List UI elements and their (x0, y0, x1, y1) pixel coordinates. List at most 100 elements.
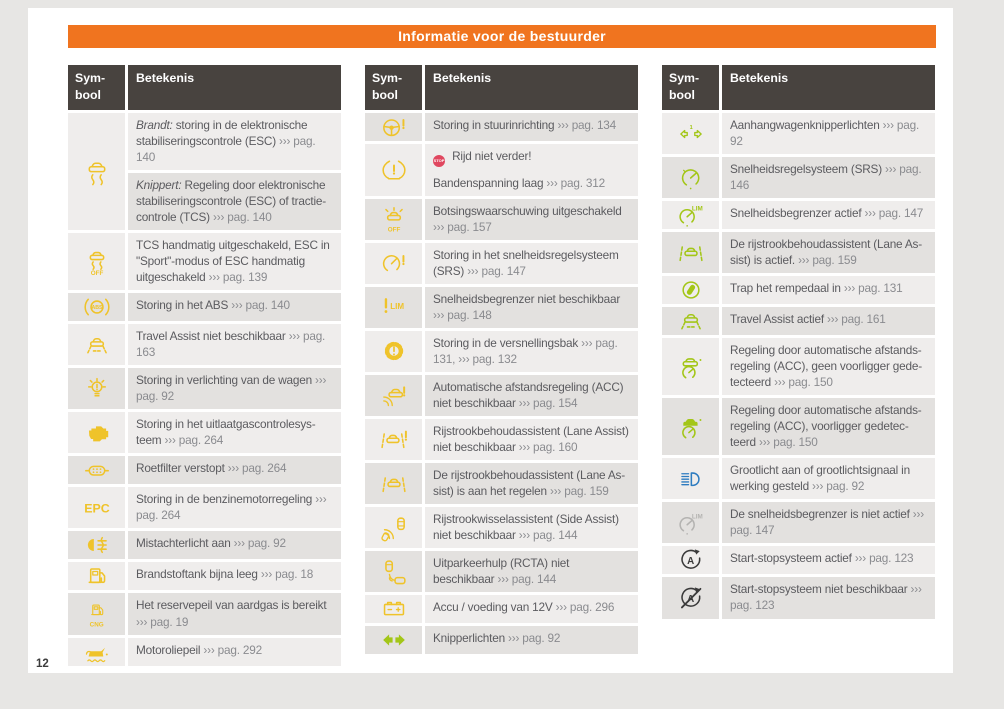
symbol-meaning-cells: Accu / voeding van 12V ››› pag. 296 (425, 595, 638, 624)
symbol-meaning-cells: Brandstoftank bijna leeg ››› pag. 18 (128, 562, 341, 591)
svg-text:LIM: LIM (390, 302, 404, 311)
tpms-icon (365, 143, 422, 196)
symbol-row: EPC Storing in de benzinemotorregeling ››… (68, 487, 341, 529)
travel-assist-icon (662, 307, 719, 336)
symbol-meaning-cells: TCS handmatig uitgeschakeld, ESC in "Spo… (128, 233, 341, 291)
start-stop-icon: A (662, 546, 719, 575)
symbol-row: Brandt: storing in de elektronische stab… (68, 112, 341, 231)
table-rows: 1 Aanhangwagenknipperlichten ››› pag. 92 S… (662, 112, 935, 619)
column-header-meaning: Betekenis (425, 65, 638, 110)
symbol-row: Storing in verlichting van de wagen ››› … (68, 368, 341, 410)
symbol-meaning: De snelheidsbegrenzer is niet actief ›››… (722, 502, 935, 544)
symbol-row: OFF Botsingswaarschuwing uitgeschakeld ››… (365, 198, 638, 240)
acc-warn-icon (365, 374, 422, 416)
symbol-meaning: Rijstrookwisselassistent (Side Assist) n… (425, 507, 638, 549)
symbol-row: Regeling door automatische afstands­rege… (662, 398, 935, 456)
front-assist-off-icon: OFF (365, 198, 422, 240)
symbol-row: Travel Assist actief ››› pag. 161 (662, 307, 935, 336)
page-number: 12 (36, 658, 49, 670)
symbol-meaning-cells: Storing in het snelheidsregelsysteem (SR… (425, 242, 638, 284)
rear-fog-icon (68, 531, 125, 560)
symbol-meaning: Storing in de versnellingsbak ››› pag. 1… (425, 330, 638, 372)
symbol-meaning: Travel Assist actief ››› pag. 161 (722, 307, 935, 336)
oil-icon (68, 637, 125, 666)
symbol-meaning-cells: De rijstrookbehoudassistent (Lane As­sis… (425, 463, 638, 505)
symbol-row: OFF TCS handmatig uitgeschakeld, ESC in "… (68, 233, 341, 291)
symbol-meaning-cells: Brandt: storing in de elektronische stab… (128, 112, 341, 231)
symbol-meaning: STOP Rijd niet verder! Bandenspanning laa… (425, 143, 638, 196)
symbol-meaning: Storing in verlichting van de wagen ››› … (128, 368, 341, 410)
table-header: Sym-bool Betekenis (68, 65, 341, 110)
symbol-meaning: Het reservepeil van aardgas is bereikt ›… (128, 593, 341, 635)
symbol-meaning: Brandt: storing in de elektronische stab… (128, 112, 341, 171)
symbol-meaning-cells: Travel Assist actief ››› pag. 161 (722, 307, 935, 336)
symbol-meaning: Accu / voeding van 12V ››› pag. 296 (425, 595, 638, 624)
bulb-fault-icon (68, 368, 125, 410)
engine-icon (68, 412, 125, 454)
symbol-table-2: Sym-bool Betekenis Storing in stuurinric… (365, 65, 638, 657)
column-header-symbol: Sym-bool (68, 65, 125, 110)
symbol-meaning: Storing in het snelheidsregelsysteem (SR… (425, 242, 638, 284)
symbol-meaning-cells: Snelheidsbegrenzer niet beschikbaar ››› … (425, 286, 638, 328)
fuel-icon (68, 562, 125, 591)
symbol-row: De rijstrookbehoudassistent (Lane As­sis… (662, 232, 935, 274)
symbol-row: LIM De snelheidsbegrenzer is niet actief … (662, 502, 935, 544)
symbol-meaning-cells: Snelheidsregelsysteem (SRS) ››› pag. 146 (722, 157, 935, 199)
brake-pedal-icon (662, 276, 719, 305)
esc-icon (68, 112, 125, 231)
symbol-meaning-cells: Uitparkeerhulp (RCTA) niet beschikbaar ›… (425, 551, 638, 593)
symbol-meaning: Snelheidsbegrenzer actief ››› pag. 147 (722, 201, 935, 230)
symbol-meaning-cells: Grootlicht aan of grootlichtsignaal in w… (722, 458, 935, 500)
symbol-meaning-cells: Storing in stuurinrichting ››› pag. 134 (425, 112, 638, 141)
symbol-row: Storing in de versnellingsbak ››› pag. 1… (365, 330, 638, 372)
symbol-meaning-cells: STOP Rijd niet verder! Bandenspanning laa… (425, 143, 638, 196)
symbol-row: Motoroliepeil ››› pag. 292 (68, 637, 341, 666)
column-header-symbol: Sym-bool (365, 65, 422, 110)
symbol-meaning-cells: Travel Assist niet beschikbaar ››› pag. … (128, 324, 341, 366)
symbol-meaning: Storing in het uitlaatgascontrolesys­tee… (128, 412, 341, 454)
symbol-row: ABS Storing in het ABS ››› pag. 140 (68, 293, 341, 322)
high-beam-icon (662, 458, 719, 500)
column-header-meaning: Betekenis (722, 65, 935, 110)
symbol-meaning-cells: Het reservepeil van aardgas is bereikt ›… (128, 593, 341, 635)
symbol-meaning-cells: Snelheidsbegrenzer actief ››› pag. 147 (722, 201, 935, 230)
symbol-meaning: De rijstrookbehoudassistent (Lane As­sis… (722, 232, 935, 274)
symbol-row: Accu / voeding van 12V ››› pag. 296 (365, 595, 638, 624)
table-rows: Storing in stuurinrichting ››› pag. 134 S… (365, 112, 638, 655)
symbol-meaning-cells: Storing in de versnellingsbak ››› pag. 1… (425, 330, 638, 372)
symbol-meaning: Knippert: Regeling door elektronische st… (128, 173, 341, 231)
symbol-meaning-cells: Motoroliepeil ››› pag. 292 (128, 637, 341, 666)
symbol-meaning-cells: Roetfilter verstopt ››› pag. 264 (128, 456, 341, 485)
symbol-meaning-cells: Automatische afstandsregeling (ACC) niet… (425, 374, 638, 416)
lane-assist-icon (662, 232, 719, 274)
symbol-row: A Start-stopsysteem actief ››› pag. 123 (662, 546, 935, 575)
symbol-meaning: Regeling door automatische afstands­rege… (722, 338, 935, 396)
symbol-row: Knipperlichten ››› pag. 92 (365, 626, 638, 655)
symbol-meaning: Trap het rempedaal in ››› pag. 131 (722, 276, 935, 305)
symbol-meaning: Start-stopsysteem actief ››› pag. 123 (722, 546, 935, 575)
svg-text:1: 1 (689, 126, 692, 132)
cruise-fault-icon (365, 242, 422, 284)
lane-assist-warn-icon (365, 419, 422, 461)
dpf-icon (68, 456, 125, 485)
symbol-meaning: Brandstoftank bijna leeg ››› pag. 18 (128, 562, 341, 591)
svg-text:CNG: CNG (89, 622, 103, 628)
symbol-meaning-cells: Botsingswaarschuwing uitgeschakeld ››› p… (425, 198, 638, 240)
symbol-row: Mistachterlicht aan ››› pag. 92 (68, 531, 341, 560)
table-header: Sym-bool Betekenis (365, 65, 638, 110)
symbol-meaning: Regeling door automatische afstands­rege… (722, 398, 935, 456)
manual-page: Informatie voor de bestuurder Sym-bool B… (28, 8, 953, 673)
svg-text:OFF: OFF (387, 227, 400, 233)
symbol-row: Rijstrookbehoudassistent (Lane Assist) n… (365, 419, 638, 461)
symbol-meaning-cells: De rijstrookbehoudassistent (Lane As­sis… (722, 232, 935, 274)
table-header: Sym-bool Betekenis (662, 65, 935, 110)
page-title: Informatie voor de bestuurder (68, 25, 936, 48)
symbol-meaning-cells: Trap het rempedaal in ››› pag. 131 (722, 276, 935, 305)
svg-text:A: A (687, 556, 694, 567)
symbol-row: Storing in het snelheidsregelsysteem (SR… (365, 242, 638, 284)
lim-warn-icon: LIM (365, 286, 422, 328)
symbol-meaning: Snelheidsbegrenzer niet beschikbaar ››› … (425, 286, 638, 328)
rcta-icon (365, 551, 422, 593)
symbol-meaning: Snelheidsregelsysteem (SRS) ››› pag. 146 (722, 157, 935, 199)
